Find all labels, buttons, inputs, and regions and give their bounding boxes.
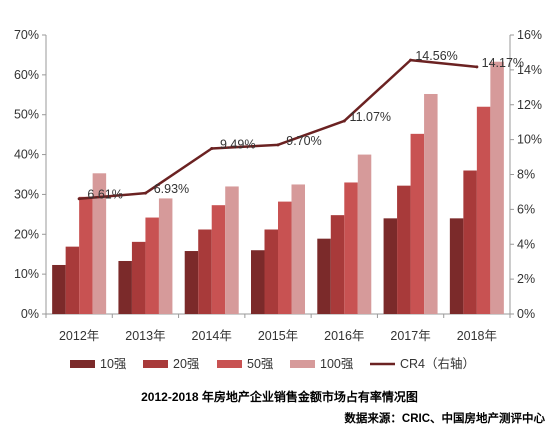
bar-10强 [184,251,199,314]
cr4-data-label: 14.56% [415,49,457,63]
bar-50强 [211,205,226,314]
bar-100强 [357,154,372,314]
y-left-tick-label: 20% [14,227,39,241]
bar-100强 [92,173,107,314]
cr4-data-label: 14.17% [482,56,524,70]
chart-svg: 0% 10% 20% 30% 40% 50% 60% 70% 0% 2% 4% 6% 8% 10% 12% 1… [14,28,542,371]
x-tick-label: 2016年 [324,329,364,343]
y-left-tick-label: 40% [14,148,39,162]
bar-50强 [278,201,292,314]
legend-label: 20强 [173,357,200,371]
x-tick-label: 2014年 [192,329,232,343]
legend-label: 10强 [100,357,127,371]
legend-swatch-10强 [70,360,95,368]
y-right-tick-label: 8% [517,168,535,182]
bar-50强 [344,182,358,314]
y-left-tick-label: 70% [14,28,39,42]
bar-10强 [118,260,132,314]
legend: 10强 20强 50强 100强 CR4（右轴） [70,356,475,371]
x-tick-label: 2017年 [390,329,430,343]
line-cr4-point [475,65,479,69]
axes-layer: 0% 10% 20% 30% 40% 50% 60% 70% 0% 2% 4% 6% 8% 10% 12% 1… [14,28,542,343]
y-left-tick-label: 30% [14,187,39,201]
legend-label: CR4（右轴） [400,356,475,371]
bar-10强 [317,238,331,314]
line-layer: 6.61% 6.93% 9.49% 9.70% 11.07% 14.56% 14.17% [77,49,524,202]
data-source: 数据来源：CRIC、中国房地产测评中心 [344,413,545,425]
bar-20强 [397,185,411,314]
line-cr4-point [409,58,413,62]
bar-100强 [490,61,504,314]
bar-20强 [264,229,278,314]
y-right-tick-label: 0% [517,307,535,321]
bar-50强 [145,217,159,314]
cr4-data-label: 6.93% [154,182,189,196]
legend-swatch-100强 [290,360,315,368]
bar-10强 [251,250,265,314]
bar-100强 [424,93,438,314]
bars-layer [52,61,504,314]
y-right-tick-label: 4% [517,237,535,251]
line-cr4-point [77,197,81,201]
bar-20强 [131,241,146,314]
bar-100强 [225,186,239,314]
legend-swatch-20强 [143,360,168,368]
y-left-tick-label: 0% [21,307,39,321]
line-cr4-point [276,143,280,147]
legend-label: 100强 [320,357,354,371]
bar-20强 [65,246,80,314]
y-left-tick-label: 10% [14,267,39,281]
bar-50强 [410,133,425,314]
x-tick-label: 2013年 [125,329,165,343]
line-cr4-point [210,147,214,151]
cr4-data-label: 9.49% [220,138,255,152]
bar-10强 [449,218,464,314]
line-cr4-point [342,119,346,123]
y-right-tick-label: 16% [517,28,542,42]
x-tick-label: 2015年 [258,329,298,343]
y-right-tick-label: 10% [517,133,542,147]
y-right-tick-label: 6% [517,202,535,216]
legend-swatch-50强 [217,360,242,368]
bar-20强 [198,229,212,314]
y-right-tick-label: 12% [517,98,542,112]
bar-50强 [476,106,491,314]
line-cr4-point [143,191,147,195]
x-tick-label: 2012年 [59,329,99,343]
bar-100强 [158,198,173,314]
bar-20强 [330,215,345,314]
bar-50强 [79,196,93,314]
bar-20强 [463,170,477,314]
y-left-tick-label: 50% [14,108,39,122]
y-right-tick-label: 2% [517,272,535,286]
chart-caption: 2012-2018 年房地产企业销售金额市场占有率情况图 [141,390,418,404]
y-left-tick-label: 60% [14,68,39,82]
bar-10强 [52,264,66,314]
cr4-data-label: 11.07% [350,110,391,124]
cr4-data-label: 9.70% [286,134,321,148]
y-right-tick-label: 14% [517,63,542,77]
bar-100强 [291,184,305,314]
legend-label: 50强 [247,357,274,371]
x-tick-label: 2018年 [457,329,497,343]
bar-10强 [383,218,398,314]
cr4-data-label: 6.61% [87,188,122,202]
